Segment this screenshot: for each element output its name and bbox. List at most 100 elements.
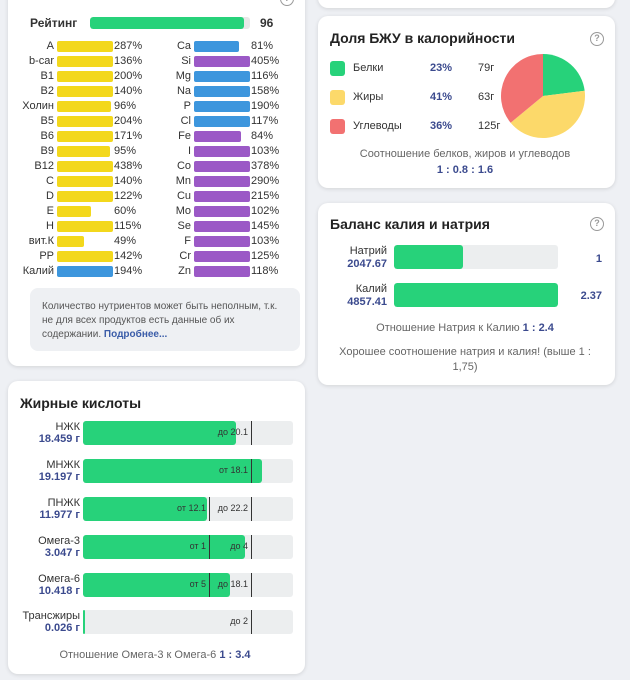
fatty-acid-threshold-label: до 20.1	[217, 427, 248, 437]
pie-slice-0	[543, 54, 585, 96]
nutrient-bar	[194, 266, 250, 277]
fatty-acid-value: 18.459 г	[38, 433, 80, 445]
fatty-acids-title: Жирные кислоты	[20, 395, 142, 411]
fatty-acid-threshold	[209, 573, 210, 597]
fatty-acid-bar-fill	[83, 610, 86, 634]
nutrient-name: B1	[40, 70, 54, 82]
nutrient-row: Si 405%	[158, 55, 298, 70]
nutrient-percent: 290%	[251, 175, 280, 187]
fatty-acid-threshold	[251, 421, 252, 445]
macro-percent: 41%	[430, 91, 453, 103]
nutrient-name: b-car	[28, 55, 54, 67]
nutrient-name: Se	[177, 220, 191, 232]
nutrient-bar	[194, 116, 250, 127]
nutrient-percent: 117%	[251, 115, 279, 127]
nutrient-bar	[194, 161, 250, 172]
nutrient-bar	[57, 251, 113, 262]
nutrient-name: Co	[176, 160, 191, 172]
macro-color-swatch	[330, 90, 345, 105]
potassium-label: Калий	[355, 283, 387, 295]
nutrient-row: C 140%	[21, 175, 161, 190]
nutrient-percent: 190%	[251, 100, 280, 112]
nutrients-card: ? Рейтинг 96 A 287% b-car 136% B1 200% B2 140% Х…	[8, 0, 305, 366]
nutrient-name: Cl	[180, 115, 191, 127]
nutrient-name: Cu	[176, 190, 191, 202]
nutrient-percent: 103%	[251, 145, 280, 157]
help-icon[interactable]: ?	[590, 217, 604, 231]
fatty-acid-bar-fill	[83, 573, 230, 597]
nutrient-percent: 96%	[114, 100, 137, 112]
nutrient-name: B6	[40, 130, 54, 142]
fatty-acid-bar: до 2	[83, 610, 293, 634]
nutrient-bar	[57, 221, 113, 232]
nutrient-row: Cl 117%	[158, 115, 298, 130]
nutrient-percent: 204%	[114, 115, 143, 127]
nutrient-name: B2	[40, 85, 54, 97]
nutrient-percent: 405%	[251, 55, 280, 67]
nutrient-row: b-car 136%	[21, 55, 161, 70]
nutrient-row: D 122%	[21, 190, 161, 205]
nutrient-name: Калий	[22, 265, 54, 277]
sodium-ratio-number: 1	[595, 253, 602, 265]
nutrient-bar	[194, 146, 250, 157]
potassium-value: 4857.41	[347, 296, 387, 308]
nutrient-row: Ca 81%	[158, 40, 298, 55]
nutrient-name: B9	[40, 145, 54, 157]
macro-name: Жиры	[353, 91, 384, 103]
nutrient-row: Na 158%	[158, 85, 298, 100]
nutrient-percent: 438%	[114, 160, 143, 172]
macro-grams: 79г	[478, 62, 495, 74]
potassium-ratio-number: 2.37	[580, 290, 602, 302]
nutrient-bar	[194, 191, 250, 202]
help-icon[interactable]: ?	[280, 0, 294, 6]
fatty-acid-value: 3.047 г	[44, 547, 80, 559]
pie-slice-2	[501, 54, 543, 123]
balance-ratio-caption: Отношение Натрия к Калию	[376, 322, 520, 334]
nutrient-percent: 158%	[251, 85, 280, 97]
help-icon[interactable]: ?	[590, 32, 604, 46]
sodium-label: Натрий	[349, 245, 387, 257]
sodium-value: 2047.67	[347, 258, 387, 270]
nutrient-name: Fe	[178, 130, 191, 142]
fatty-acid-bar-fill	[83, 459, 262, 483]
nutrient-percent: 118%	[251, 265, 279, 277]
nutrient-row: I 103%	[158, 145, 298, 160]
macro-color-swatch	[330, 119, 345, 134]
fatty-acid-threshold-label: от 18.1	[219, 465, 248, 475]
nutrient-row: вит.К 49%	[21, 235, 161, 250]
macro-grams: 125г	[478, 120, 501, 132]
nutrient-bar	[57, 236, 85, 247]
nutrient-name: Cr	[179, 250, 191, 262]
nutrient-percent: 142%	[114, 250, 143, 262]
nutrient-bar	[194, 56, 250, 67]
nutrient-name: Mo	[175, 205, 191, 217]
macro-row: Углеводы 36% 125г	[330, 119, 500, 137]
nutrient-bar	[57, 131, 113, 142]
fatty-acid-value: 19.197 г	[38, 471, 80, 483]
nutrient-percent: 116%	[251, 70, 279, 82]
nutrient-bar	[57, 191, 113, 202]
fatty-acid-threshold-label: до 4	[230, 541, 248, 551]
nutrient-bar	[194, 176, 250, 187]
nutrient-percent: 125%	[251, 250, 280, 262]
nutrient-percent: 84%	[251, 130, 274, 142]
macros-pie-chart	[501, 54, 585, 138]
nutrient-name: PP	[39, 250, 54, 262]
fatty-acid-bar-fill	[83, 535, 245, 559]
fatty-acid-threshold-label: до 22.2	[217, 503, 248, 513]
nutrient-bar	[57, 161, 113, 172]
note-text: Количество нутриентов может быть неполны…	[42, 301, 278, 340]
fatty-acid-threshold	[251, 459, 252, 483]
nutrient-row: Cr 125%	[158, 250, 298, 265]
nutrient-name: E	[46, 205, 54, 217]
nutrient-row: E 60%	[21, 205, 161, 220]
more-link[interactable]: Подробнее...	[103, 329, 168, 340]
nutrient-row: B5 204%	[21, 115, 161, 130]
nutrient-bar	[57, 56, 113, 67]
nutrient-name: B5	[40, 115, 54, 127]
macro-grams: 63г	[478, 91, 495, 103]
nutrient-bar	[194, 71, 250, 82]
rating-bar	[90, 17, 250, 29]
fatty-acid-label: Трансжиры	[22, 610, 80, 622]
fatty-acid-threshold-label: до 18.1	[217, 579, 248, 589]
